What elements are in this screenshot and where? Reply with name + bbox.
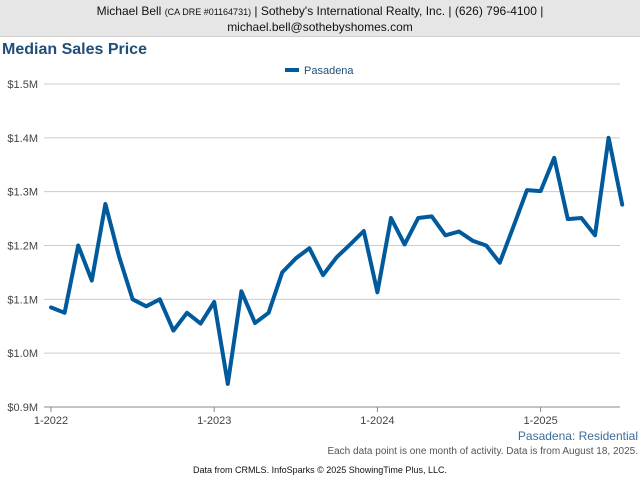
data-point [403, 242, 407, 246]
data-point [362, 229, 366, 233]
y-tick-label: $1.0M [7, 348, 38, 360]
data-point [321, 273, 325, 277]
data-point [280, 270, 284, 274]
x-tick-label: 1-2022 [34, 415, 68, 427]
x-tick-label: 1-2025 [523, 415, 557, 427]
data-point [484, 244, 488, 247]
data-point [539, 189, 543, 193]
data-point [307, 246, 311, 250]
y-tick-label: $1.4M [7, 133, 38, 145]
data-footnote: Each data point is one month of activity… [327, 446, 638, 457]
data-point [348, 242, 352, 246]
data-point [253, 321, 257, 325]
data-point [144, 304, 148, 308]
series-lines [49, 135, 625, 386]
x-tick-labels: 1-2022 1-2023 1-2024 1-2025 [34, 415, 558, 427]
agent-name: Michael Bell [96, 4, 162, 18]
data-point [103, 202, 107, 206]
data-point [131, 297, 135, 301]
grid-lines [44, 83, 620, 354]
y-tick-labels: $0.9M $1.0M $1.1M $1.2M $1.3M $1.4M $1.5M [7, 79, 38, 414]
data-point [294, 256, 298, 260]
data-point [335, 255, 339, 259]
data-point [579, 216, 583, 220]
data-point [566, 217, 570, 221]
y-tick-label: $1.1M [7, 294, 38, 306]
agent-info-line: Michael Bell (CA DRE #01164731) | Sotheb… [0, 4, 640, 19]
data-point [457, 230, 461, 234]
agent-email[interactable]: michael.bell@sothebyshomes.com [227, 20, 413, 34]
data-point [158, 297, 162, 301]
data-point [620, 203, 624, 207]
data-point [498, 261, 502, 265]
data-point [90, 278, 94, 282]
data-point [430, 214, 434, 218]
data-point [416, 216, 420, 220]
data-point [49, 305, 53, 309]
data-point [76, 244, 80, 247]
data-point [171, 329, 175, 333]
data-point [117, 254, 121, 258]
data-point [593, 233, 597, 237]
x-tick-label: 1-2024 [360, 415, 394, 427]
x-tick-label: 1-2023 [197, 415, 231, 427]
agent-license: (CA DRE #01164731) [164, 7, 252, 17]
data-point [443, 233, 447, 237]
chart-title: Median Sales Price [2, 41, 147, 58]
data-point [226, 382, 230, 386]
data-point [212, 300, 216, 304]
axes [44, 406, 620, 412]
data-point [375, 290, 379, 294]
data-point [607, 136, 611, 140]
area-label: Pasadena: Residential [517, 429, 638, 443]
data-point [267, 311, 271, 315]
data-point [552, 156, 556, 160]
y-tick-label: $1.5M [7, 79, 38, 91]
y-tick-label: $0.9M [7, 402, 38, 414]
agent-header: Michael Bell (CA DRE #01164731) | Sotheb… [0, 0, 640, 37]
data-point [389, 216, 393, 220]
series-line-pasadena [49, 135, 625, 386]
y-tick-label: $1.3M [7, 187, 38, 199]
data-point [471, 239, 475, 243]
y-tick-label: $1.2M [7, 241, 38, 253]
data-point [185, 311, 189, 315]
data-point [199, 322, 203, 326]
data-point [63, 311, 67, 315]
data-point [239, 289, 243, 293]
agent-company-phone: | Sotheby's International Realty, Inc. |… [254, 4, 544, 18]
data-point [511, 225, 515, 229]
legend: Pasadena [285, 65, 354, 77]
legend-label: Pasadena [304, 65, 354, 77]
data-credits: Data from CRMLS. InfoSparks © 2025 Showi… [193, 465, 447, 475]
data-point [525, 188, 529, 192]
